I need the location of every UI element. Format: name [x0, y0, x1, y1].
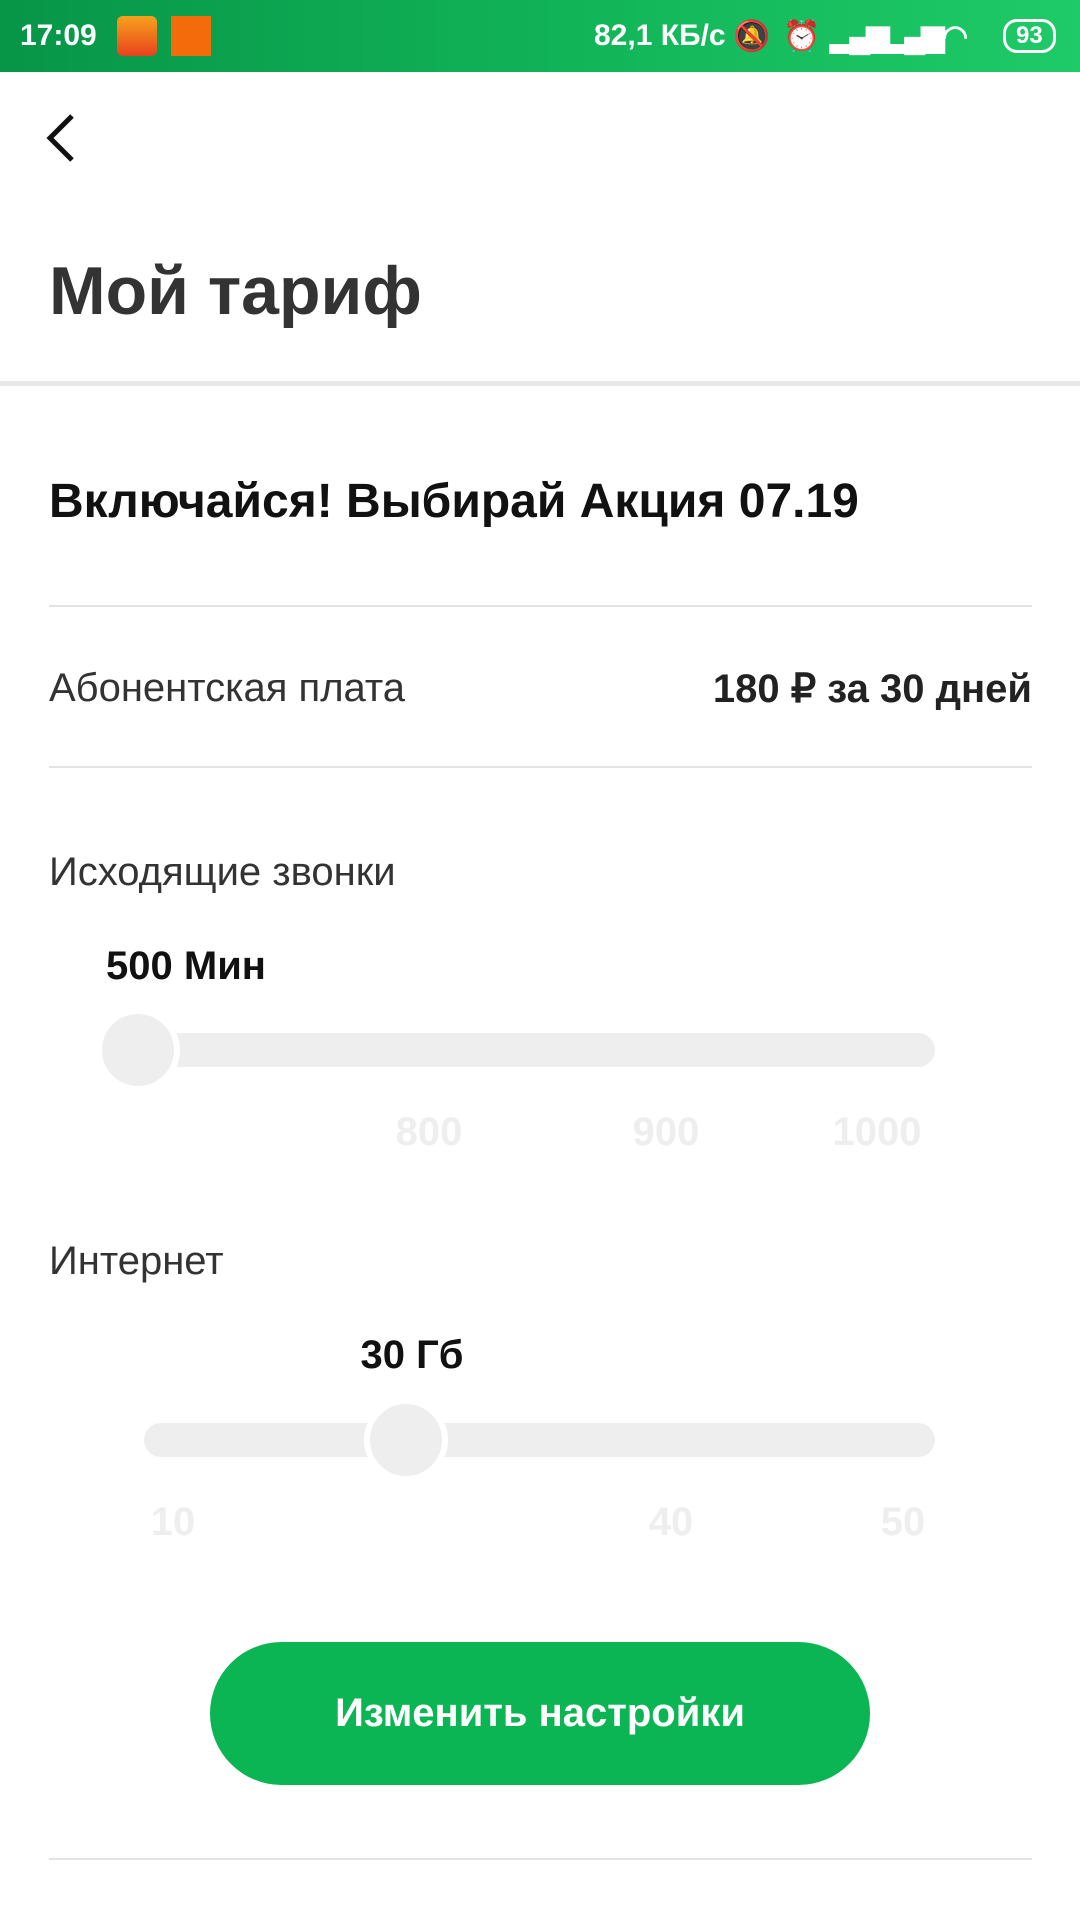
calls-label: Исходящие звонки: [49, 850, 396, 894]
mute-icon: 🔕: [733, 20, 771, 53]
internet-label: Интернет: [49, 1239, 224, 1283]
signal-icon: ▂▄▆: [830, 20, 889, 53]
aliexpress-icon: [117, 16, 157, 56]
internet-slider-track[interactable]: [144, 1423, 935, 1457]
header-divider: [0, 381, 1080, 386]
battery-icon: 93: [1003, 19, 1056, 53]
divider: [49, 1858, 1032, 1860]
signal-icon-2: ▂▄▆: [885, 20, 944, 53]
internet-slider-thumb[interactable]: [364, 1398, 448, 1482]
fee-label: Абонентская плата: [49, 666, 406, 710]
internet-tick: 10: [150, 1500, 196, 1544]
page-title: Мой тариф: [49, 253, 422, 329]
calls-slider-thumb[interactable]: [96, 1008, 180, 1092]
divider: [49, 605, 1032, 607]
network-speed: 82,1 КБ/с: [594, 19, 726, 52]
calls-tick: 800: [395, 1110, 463, 1154]
internet-tick: 50: [880, 1500, 926, 1544]
tariff-name: Включайся! Выбирай Акция 07.19: [49, 475, 859, 528]
status-bar: 17:09 82,1 КБ/с 🔕 ⏰ ▂▄▆ ▂▄▆ ◠ 93: [0, 0, 1080, 72]
status-time: 17:09: [20, 19, 97, 52]
calls-tick: 1000: [832, 1110, 922, 1154]
alarm-icon: ⏰: [783, 20, 821, 53]
change-settings-button[interactable]: Изменить настройки: [210, 1642, 870, 1785]
chevron-left-icon[interactable]: [44, 112, 80, 164]
calls-tick: 900: [632, 1110, 700, 1154]
calls-value: 500 Мин: [106, 944, 266, 988]
wifi-icon: ◠: [942, 20, 969, 53]
internet-tick: 40: [648, 1500, 694, 1544]
fee-value: 180 ₽ за 30 дней: [712, 667, 1032, 711]
mi-icon: [171, 16, 211, 56]
battery-level: 93: [1016, 22, 1043, 49]
calls-slider-track[interactable]: [144, 1033, 935, 1067]
internet-value: 30 Гб: [360, 1333, 464, 1377]
divider: [49, 766, 1032, 768]
